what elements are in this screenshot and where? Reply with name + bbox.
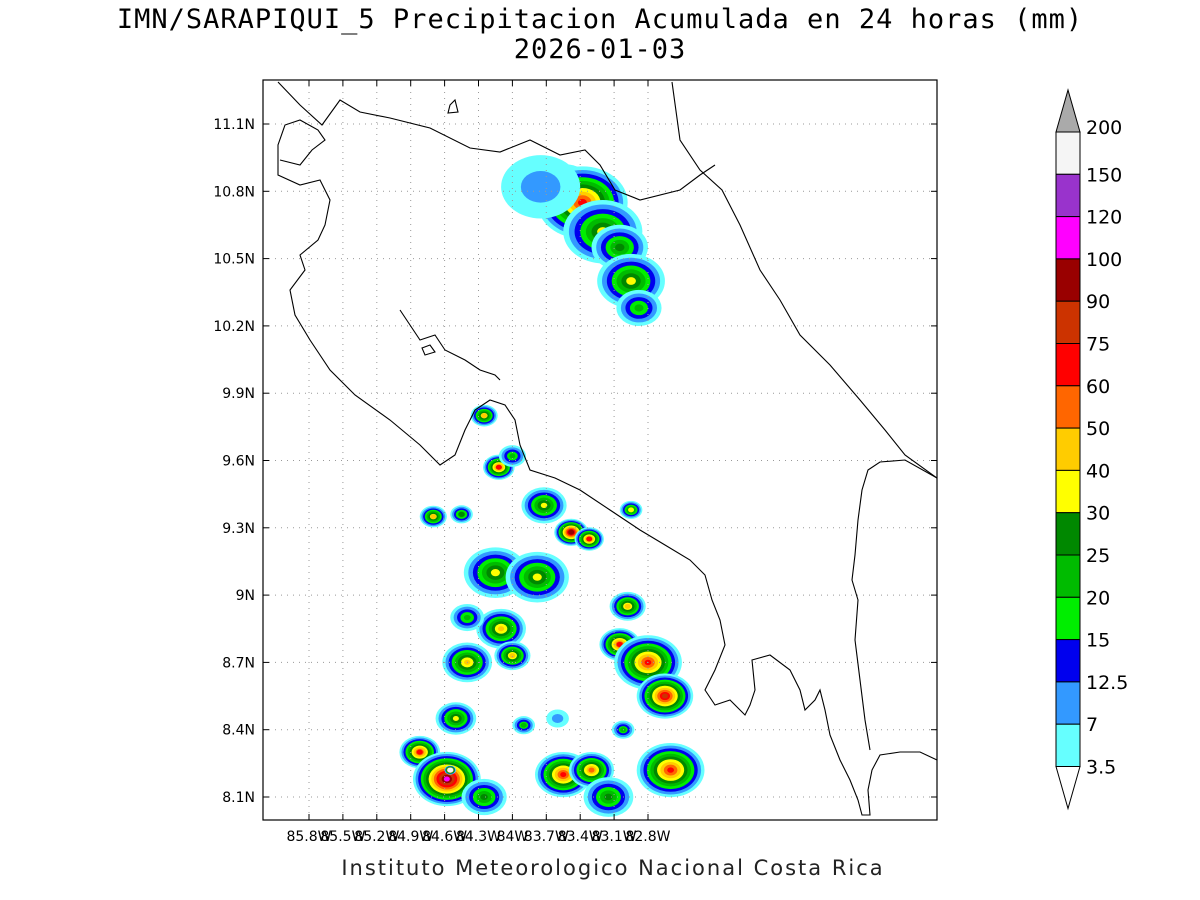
lat-tick-label: 8.7N <box>222 655 255 671</box>
precip-cell <box>444 765 456 775</box>
colorbar-swatch <box>1055 173 1081 218</box>
lon-tick-label: 85.8W <box>286 829 331 845</box>
precip-cell <box>636 673 694 719</box>
precip-cell <box>583 777 634 817</box>
lat-tick-label: 9.9N <box>222 386 255 402</box>
lon-tick-label: 84.6W <box>422 829 467 845</box>
colorbar-swatch <box>1055 427 1081 471</box>
lat-tick-label: 9.6N <box>222 454 255 470</box>
precip-cell <box>574 527 604 551</box>
colorbar-label: 20 <box>1086 587 1110 609</box>
colorbar-swatch <box>1055 554 1081 598</box>
precip-cell <box>498 445 526 467</box>
plot-frame <box>262 79 938 821</box>
lon-tick-label: 83.1W <box>592 829 637 845</box>
colorbar-swatch <box>1055 258 1081 302</box>
map-title: IMN/SARAPIQUI_5 Precipitacion Acumulada … <box>116 4 1084 35</box>
colorbar-label: 60 <box>1086 376 1110 398</box>
lon-tick-label: 84.9W <box>388 829 433 845</box>
colorbar-label: 25 <box>1086 545 1110 567</box>
colorbar-swatch <box>1055 681 1081 725</box>
colorbar-swatch <box>1055 343 1081 387</box>
colorbar-swatch <box>1055 639 1081 683</box>
colorbar-label: 3.5 <box>1086 757 1116 779</box>
graticule <box>263 80 937 820</box>
lat-tick-label: 9N <box>236 588 255 604</box>
colorbar-label: 12.5 <box>1086 672 1128 694</box>
colorbar-label: 40 <box>1086 460 1110 482</box>
lat-tick-label: 9.3N <box>222 521 255 537</box>
precip-cell <box>546 709 569 728</box>
precipitation-field <box>399 155 705 817</box>
precip-cell <box>419 505 447 528</box>
colorbar-label: 120 <box>1086 207 1122 229</box>
lon-tick-label: 84W <box>497 829 529 845</box>
precip-cell <box>494 641 531 671</box>
precip-cell <box>450 603 485 632</box>
map-date: 2026-01-03 <box>513 34 687 65</box>
precip-cell <box>435 702 477 735</box>
lon-tick-label: 83.4W <box>558 829 603 845</box>
precip-cell <box>616 289 662 327</box>
colorbar: 200 150 120 100 90 75 60 50 40 30 25 20 15 12.5 7 3.5 <box>1055 88 1128 811</box>
precip-cell <box>512 716 535 735</box>
precip-cell <box>521 487 567 524</box>
precip-cell <box>636 742 705 798</box>
lon-tick-label: 85.5W <box>320 829 365 845</box>
axes: 85.8W85.5W85.2W84.9W84.6W84.3W84W83.7W83… <box>213 80 937 845</box>
colorbar-swatch <box>1055 469 1081 514</box>
colorbar-label: 200 <box>1086 117 1122 139</box>
precip-cell <box>609 591 646 621</box>
colorbar-label: 30 <box>1086 503 1110 525</box>
colorbar-swatch <box>1055 723 1081 768</box>
footer-credit: Instituto Meteorologico Nacional Costa R… <box>341 856 885 880</box>
lon-tick-label: 82.8W <box>625 829 670 845</box>
colorbar-label: 100 <box>1086 249 1122 271</box>
lat-tick-label: 10.2N <box>213 319 255 335</box>
precip-cell <box>461 778 507 816</box>
lat-tick-label: 10.5N <box>213 252 255 268</box>
lon-tick-label: 84.3W <box>456 829 501 845</box>
lat-tick-label: 11.1N <box>213 117 255 133</box>
colorbar-label: 50 <box>1086 418 1110 440</box>
colorbar-swatch <box>1055 300 1081 345</box>
colorbar-swatch <box>1055 596 1081 641</box>
colorbar-label: 15 <box>1086 630 1110 652</box>
lon-tick-label: 85.2W <box>354 829 399 845</box>
colorbar-bottom-arrow <box>1055 766 1081 811</box>
colorbar-label: 7 <box>1086 714 1098 736</box>
precip-cell <box>470 404 498 427</box>
lat-tick-label: 8.1N <box>222 790 255 806</box>
lon-tick-label: 83.7W <box>524 829 569 845</box>
colorbar-label: 75 <box>1086 334 1110 356</box>
colorbar-label: 90 <box>1086 291 1110 313</box>
colorbar-swatch <box>1055 131 1081 175</box>
colorbar-swatch <box>1055 512 1081 556</box>
precip-cell <box>501 155 581 219</box>
lat-tick-label: 8.4N <box>222 723 255 739</box>
colorbar-swatch <box>1055 385 1081 429</box>
lat-tick-label: 10.8N <box>213 184 255 200</box>
colorbar-label: 150 <box>1086 164 1122 186</box>
colorbar-swatch <box>1055 216 1081 260</box>
colorbar-top-arrow <box>1055 88 1081 133</box>
precip-cell <box>619 500 643 519</box>
coastline <box>277 81 937 816</box>
precip-cell <box>450 505 473 524</box>
